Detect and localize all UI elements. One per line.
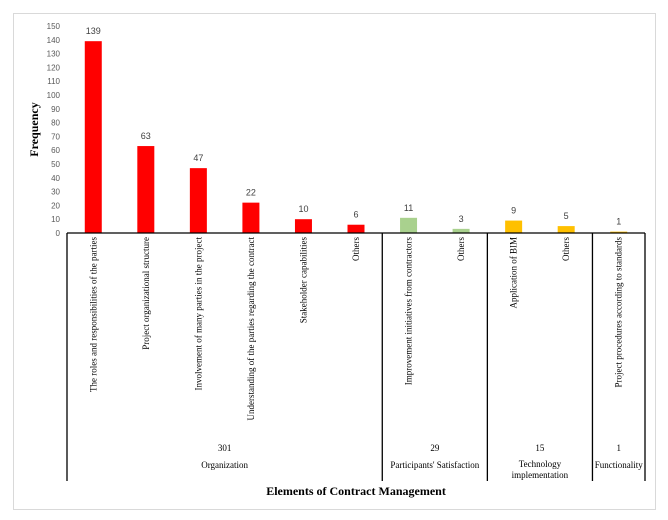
group-total: 15 [535,443,545,453]
category-label: Understanding of the parties regarding t… [246,237,256,421]
y-tick-label: 30 [51,188,60,197]
y-tick-label: 130 [47,50,61,59]
data-label: 63 [141,131,151,141]
category-label: Project procedures according to standard… [614,237,624,388]
group-name-line: implementation [512,470,569,480]
category-label: The roles and responsibilities of the pa… [88,237,98,392]
data-label: 22 [246,188,256,198]
bar [347,224,365,233]
bar [137,146,155,233]
category-label: Stakeholder capabilities [298,237,308,324]
data-label: 9 [511,206,516,216]
data-label: 5 [564,211,569,221]
y-tick-label: 110 [47,77,60,86]
category-label: Others [561,237,571,261]
data-label: 139 [86,26,101,36]
category-label: Improvement initiatives from contractors [404,237,414,386]
bar [557,226,575,233]
category-label: Others [351,237,361,261]
y-tick-label: 70 [51,132,60,141]
y-tick-label: 80 [51,119,60,128]
category-label: Involvement of many parties in the proje… [193,237,203,391]
data-label: 6 [353,210,358,220]
data-label: 10 [298,204,308,214]
y-tick-label: 140 [47,36,61,45]
y-tick-label: 0 [56,229,61,238]
group-name-line: Technology [519,459,562,469]
category-label: Application of BIM [509,237,519,309]
x-axis-title: Elements of Contract Management [266,484,446,498]
bar [610,231,628,233]
bar [505,220,523,233]
group-name: Participants' Satisfaction [390,460,479,470]
group-total: 29 [430,443,440,453]
data-label: 47 [193,153,203,163]
category-label: Project organizational structure [141,237,151,350]
group-name: Organization [201,460,248,470]
group-name: Functionality [595,460,643,470]
y-tick-label: 50 [51,160,60,169]
y-tick-label: 10 [51,215,60,224]
category-label: Others [456,237,466,261]
group-total: 1 [616,443,621,453]
y-axis-title: Frequency [27,102,41,156]
data-label: 1 [616,217,621,227]
y-tick-label: 100 [47,91,61,100]
group-total: 301 [218,443,232,453]
data-label: 11 [404,203,413,213]
bar [189,168,207,233]
bar [400,217,418,233]
y-tick-label: 90 [51,105,60,114]
y-tick-label: 60 [51,146,60,155]
bar [294,219,312,233]
y-tick-label: 120 [47,63,61,72]
chart-frame [13,13,656,510]
data-label: 3 [459,214,464,224]
y-tick-label: 20 [51,201,60,210]
bar [84,41,102,234]
bar [242,202,260,233]
bar [452,228,470,233]
y-tick-label: 150 [47,22,61,31]
y-tick-label: 40 [51,174,60,183]
